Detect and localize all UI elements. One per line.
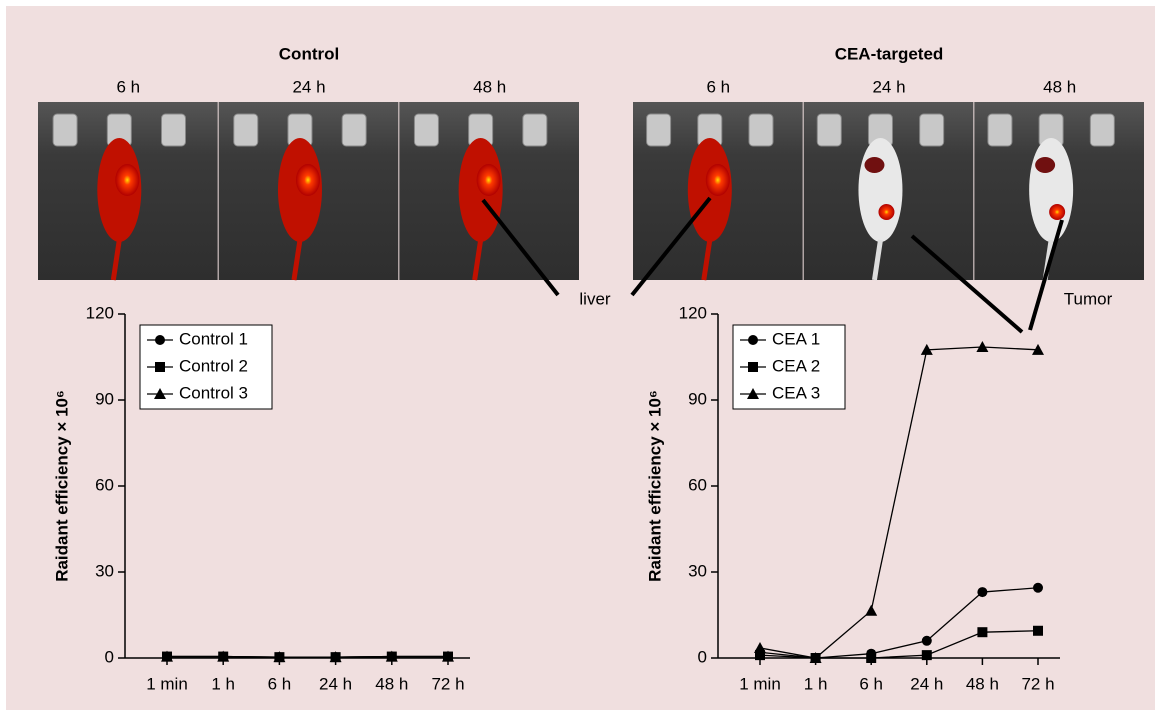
y-tick-label: 0 bbox=[698, 647, 707, 666]
mouse bbox=[858, 138, 902, 242]
marker bbox=[748, 362, 758, 372]
x-tick-label: 6 h bbox=[268, 674, 292, 693]
group-title: CEA-targeted bbox=[835, 44, 944, 63]
marker bbox=[1033, 583, 1043, 593]
y-tick-label: 120 bbox=[679, 303, 707, 322]
figure: liver Tumor Control 6 h 24 h 48 h CEA-target… bbox=[0, 0, 1161, 716]
legend-label: Control 2 bbox=[179, 356, 248, 375]
annotation: liver bbox=[579, 289, 611, 308]
y-tick-label: 30 bbox=[95, 561, 114, 580]
tube bbox=[523, 114, 547, 146]
liver-signal bbox=[864, 157, 884, 173]
marker bbox=[922, 650, 932, 660]
y-axis-label: Raidant efficiency × 10⁶ bbox=[645, 390, 664, 582]
x-tick-label: 1 h bbox=[211, 674, 235, 693]
marker bbox=[748, 335, 758, 345]
tube bbox=[749, 114, 773, 146]
liver-signal bbox=[1035, 157, 1055, 173]
time-label: 48 h bbox=[1043, 77, 1076, 96]
marker bbox=[922, 636, 932, 646]
tumor-signal bbox=[878, 204, 894, 220]
tube bbox=[647, 114, 671, 146]
tube bbox=[414, 114, 438, 146]
legend-label: Control 1 bbox=[179, 329, 248, 348]
x-tick-label: 72 h bbox=[1021, 674, 1054, 693]
mouse bbox=[1029, 138, 1073, 242]
y-tick-label: 90 bbox=[688, 389, 707, 408]
legend-label: CEA 1 bbox=[772, 329, 820, 348]
marker bbox=[155, 362, 165, 372]
marker bbox=[977, 627, 987, 637]
y-axis-label: Raidant efficiency × 10⁶ bbox=[52, 390, 71, 582]
time-label: 24 h bbox=[292, 77, 325, 96]
time-label: 6 h bbox=[707, 77, 731, 96]
signal bbox=[706, 164, 730, 196]
time-label: 24 h bbox=[872, 77, 905, 96]
y-tick-label: 120 bbox=[86, 303, 114, 322]
tube bbox=[817, 114, 841, 146]
tube bbox=[53, 114, 77, 146]
x-tick-label: 48 h bbox=[966, 674, 999, 693]
tube bbox=[162, 114, 186, 146]
y-tick-label: 30 bbox=[688, 561, 707, 580]
tube bbox=[1090, 114, 1114, 146]
y-tick-label: 60 bbox=[688, 475, 707, 494]
x-tick-label: 48 h bbox=[375, 674, 408, 693]
legend-label: Control 3 bbox=[179, 383, 248, 402]
x-tick-label: 24 h bbox=[319, 674, 352, 693]
series-line bbox=[167, 657, 448, 658]
x-tick-label: 24 h bbox=[910, 674, 943, 693]
group-title: Control bbox=[279, 44, 339, 63]
y-tick-label: 0 bbox=[105, 647, 114, 666]
y-tick-label: 90 bbox=[95, 389, 114, 408]
marker bbox=[866, 653, 876, 663]
marker bbox=[977, 587, 987, 597]
y-tick-label: 60 bbox=[95, 475, 114, 494]
signal bbox=[115, 164, 139, 196]
annotation: Tumor bbox=[1064, 289, 1113, 308]
legend-label: CEA 3 bbox=[772, 383, 820, 402]
tumor-signal bbox=[1049, 204, 1065, 220]
time-label: 48 h bbox=[473, 77, 506, 96]
time-label: 6 h bbox=[117, 77, 141, 96]
marker bbox=[155, 335, 165, 345]
x-tick-label: 1 h bbox=[804, 674, 828, 693]
x-tick-label: 1 min bbox=[739, 674, 781, 693]
legend-label: CEA 2 bbox=[772, 356, 820, 375]
signal bbox=[296, 164, 320, 196]
tube bbox=[342, 114, 366, 146]
tube bbox=[988, 114, 1012, 146]
tube bbox=[920, 114, 944, 146]
signal bbox=[477, 164, 501, 196]
x-tick-label: 72 h bbox=[431, 674, 464, 693]
x-tick-label: 6 h bbox=[859, 674, 883, 693]
x-tick-label: 1 min bbox=[146, 674, 188, 693]
tube bbox=[234, 114, 258, 146]
marker bbox=[1033, 626, 1043, 636]
